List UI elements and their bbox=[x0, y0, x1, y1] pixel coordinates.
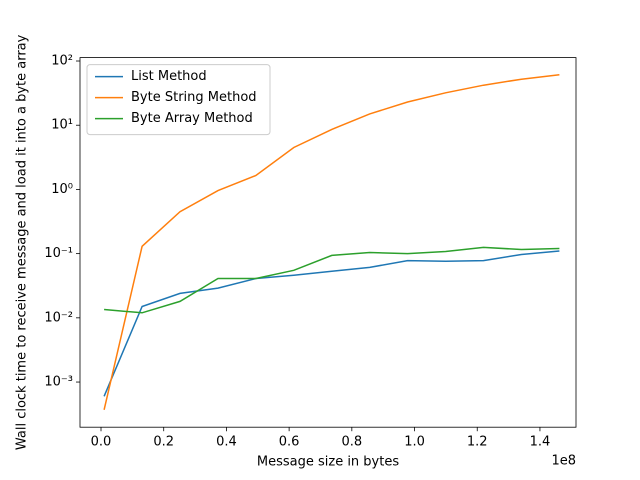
legend-box bbox=[86, 64, 271, 136]
y-tick-label: 10¹ bbox=[51, 118, 73, 133]
series-line bbox=[104, 246, 560, 314]
y-tick-label: 10⁻¹ bbox=[44, 246, 73, 261]
legend-label: List Method bbox=[131, 69, 207, 84]
x-tick-label: 1.4 bbox=[530, 435, 551, 450]
x-tick-label: 0.2 bbox=[153, 435, 174, 450]
series-line bbox=[103, 250, 560, 397]
x-tick-label: 0.4 bbox=[216, 435, 237, 450]
x-axis-label: Message size in bytes bbox=[257, 455, 399, 470]
x-tick-label: 0.6 bbox=[279, 435, 300, 450]
x-tick-label: 1.0 bbox=[404, 435, 425, 450]
legend-label: Byte String Method bbox=[131, 90, 257, 105]
y-tick-label: 10² bbox=[51, 54, 73, 69]
legend-label: Byte Array Method bbox=[131, 111, 253, 126]
x-tick-label: 0.0 bbox=[91, 435, 112, 450]
x-tick-label: 1.2 bbox=[467, 435, 488, 450]
series-line bbox=[103, 74, 560, 410]
y-tick-label: 10⁻³ bbox=[44, 375, 73, 390]
x-tick-label: 0.8 bbox=[341, 435, 362, 450]
axes-frame bbox=[79, 57, 577, 428]
x-offset-label: 1e8 bbox=[551, 454, 576, 469]
y-tick-label: 10⁻² bbox=[44, 310, 73, 325]
y-axis-label: Wall clock time to receive message and l… bbox=[15, 34, 30, 450]
y-tick-label: 10⁰ bbox=[51, 182, 73, 197]
